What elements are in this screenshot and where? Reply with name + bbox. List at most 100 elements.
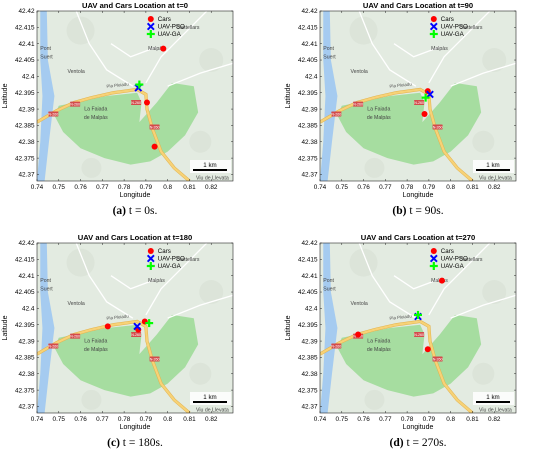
x-tick-label: 0.81 [466,416,479,423]
road-name-label: Pla Pleiadu [106,313,129,320]
place-label-pont: Pont [323,278,334,284]
x-tick-label: 0.79 [140,416,153,423]
road-badge [70,101,81,107]
x-tick-label: 0.79 [423,416,436,423]
x-tick-label: 0.76 [74,416,87,423]
x-tick-label: 0.74 [314,416,327,423]
road-code-label: N-260 [70,335,80,339]
x-tick-label: 0.76 [357,416,370,423]
x-tick-label: 0.79 [140,184,153,191]
river [320,243,338,413]
y-axis-label: Latitude [2,315,9,340]
road-badge [331,343,342,349]
road-name-label: Pla Pleiadu [389,313,412,320]
minor-road [450,62,516,87]
y-axis-label: Latitude [2,83,9,108]
y-tick-label: 42.4 [305,306,318,313]
x-tick-label: 0.75 [336,416,349,423]
road-name-label: Pla Pleiadu [106,81,129,88]
relief-patch [66,16,95,45]
road-badge [432,356,443,362]
scale-bar [193,169,227,171]
x-tick-label: 0.74 [31,416,44,423]
minor-road [358,243,417,319]
minor-road [110,43,158,58]
y-tick-label: 42.38 [302,371,318,378]
data-point-cars [160,45,167,52]
road-code-label: N-260 [331,112,341,116]
place-label-pont: Pont [323,46,334,52]
axes-box [36,10,234,182]
minor-road [110,275,158,290]
y-tick-label: 42.375 [15,155,35,162]
x-tick-label: 0.74 [314,184,327,191]
x-tick-label: 0.81 [466,184,479,191]
y-axis-label: Latitude [285,83,292,108]
road-badge [149,356,160,362]
y-tick-label: 42.415 [15,257,35,264]
caption-label: (c) [107,437,120,449]
axes-box [319,10,517,182]
place-label-malpas: Malpàs [148,278,165,284]
road-name-label: Pla Pleiadu [389,81,412,88]
place-label-de-malpas: de Malpàs [84,115,108,121]
minor-road [167,294,233,319]
relief-patch [364,157,385,178]
place-label-pont: Pont [40,278,51,284]
x-tick-label: 0.76 [74,184,87,191]
x-tick-label: 0.75 [53,416,66,423]
y-tick-label: 42.375 [298,387,318,394]
road-badge [131,332,142,338]
place-label-la-faiada: La Faiada [84,107,107,113]
legend-marker-cars [147,16,154,22]
x-axis-label: Longitude [120,424,151,431]
road-code-label: N-260 [353,103,363,107]
scale-bar-label: 1 km [203,162,216,169]
legend-label: Cars [158,16,171,23]
legend-marker-cars [430,248,437,254]
data-point-cars [143,99,150,106]
data-point-cars [421,110,428,117]
road-badge [353,101,364,107]
y-tick-label: 42.42 [19,240,35,247]
y-tick-label: 42.39 [302,106,318,113]
legend-marker-uav-ga [146,262,155,270]
map-background: N-260 N-260 N-260 N-260 Castellars Malpàs Vent… [37,11,233,181]
place-label-la-faiada: La Faiada [367,339,390,345]
y-tick-label: 42.405 [15,289,35,296]
legend-label: Cars [441,248,454,255]
y-tick-label: 42.405 [298,289,318,296]
data-point-uav-ga [145,319,154,328]
legend-marker-uav-ga [429,262,438,270]
y-tick-label: 42.375 [298,155,318,162]
place-label-castellars: Castellars [459,25,482,31]
place-label-viu: Viu de Llevata [479,407,512,413]
data-point-uav-ga [135,80,144,89]
relief-patch [349,248,378,277]
y-tick-label: 42.395 [15,322,35,329]
place-label-suert: Suert [323,286,336,292]
caption-label: (a) [113,205,127,217]
relief-patch [472,130,495,153]
y-tick-label: 42.39 [302,338,318,345]
place-label-de-malpas: de Malpàs [367,115,391,121]
data-point-cars [424,346,431,353]
scale-bar [476,169,510,171]
legend-label: UAV-GA [441,31,465,38]
road-code-label: N-260 [414,333,424,337]
legend-marker-uav-pso [429,22,438,31]
x-tick-label: 0.82 [205,184,218,191]
legend-label: UAV-PSO [158,256,185,263]
minor-road [358,11,417,87]
place-label-ventola: Ventola [350,301,367,307]
road-code-label: N-260 [331,344,341,348]
scale-bar-label: 1 km [203,394,216,401]
road-badge [414,332,425,338]
place-label-pont: Pont [40,46,51,52]
y-tick-label: 42.395 [15,90,35,97]
legend-label: UAV-PSO [441,256,468,263]
y-tick-label: 42.38 [19,139,35,146]
data-point-cars [104,323,111,330]
